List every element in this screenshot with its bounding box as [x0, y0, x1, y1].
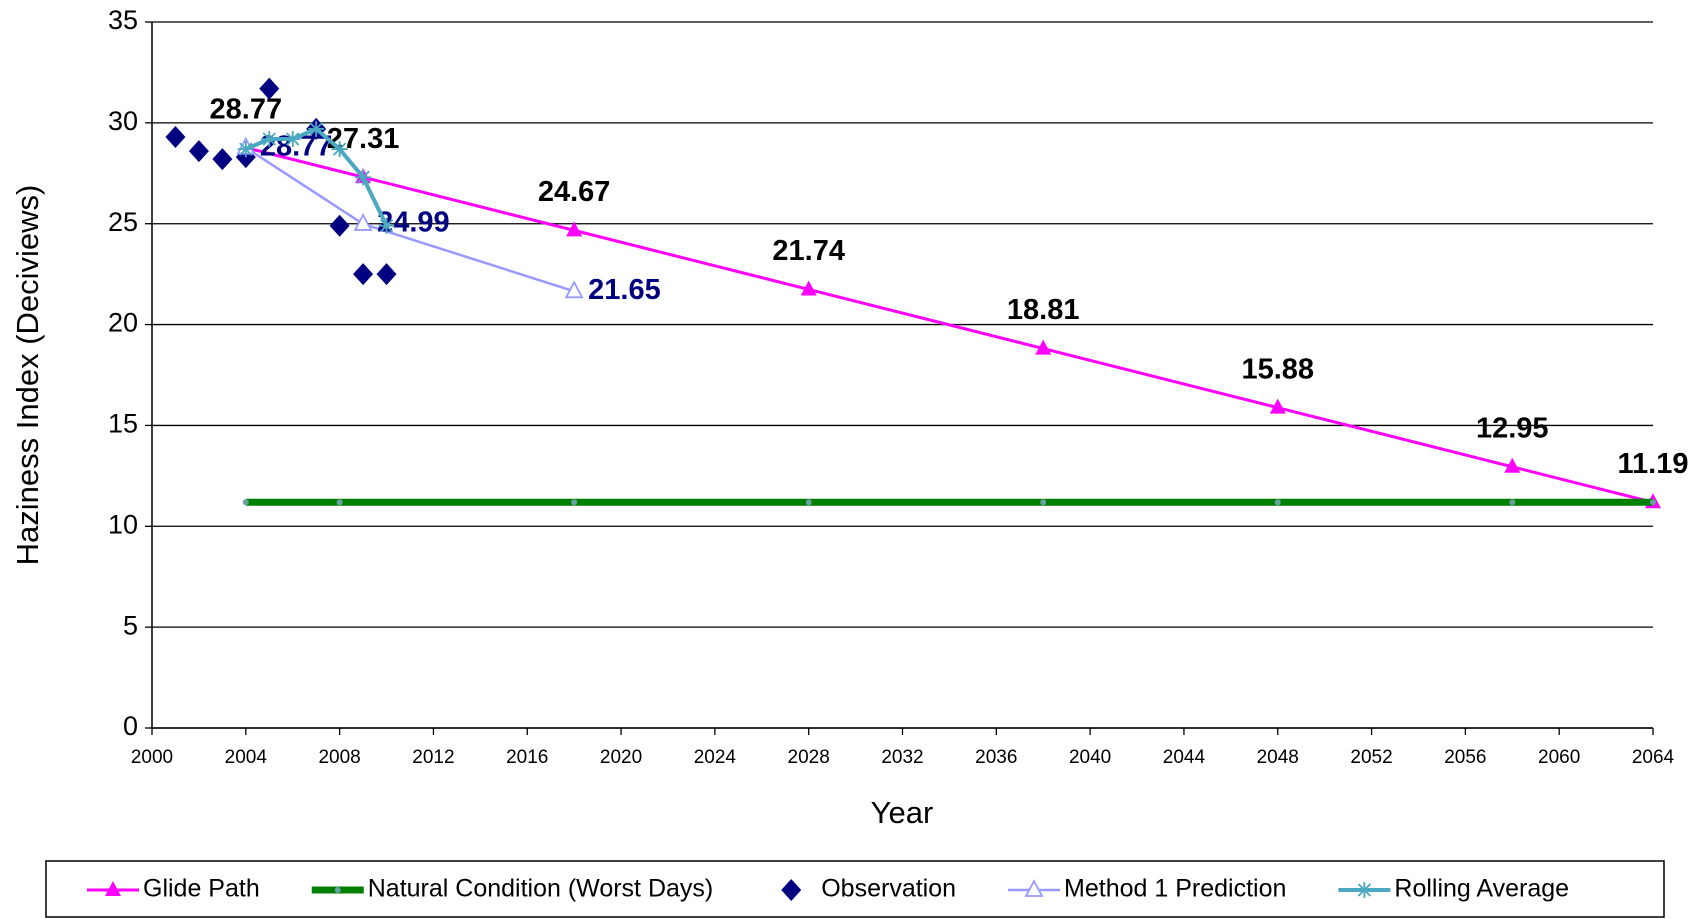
x-tick-label: 2060: [1538, 747, 1580, 768]
series-line: [245, 146, 1654, 504]
marker: [336, 499, 343, 506]
legend-text: Observation: [821, 875, 956, 903]
marker: [805, 499, 812, 506]
marker: [1509, 499, 1516, 506]
marker: [1356, 882, 1373, 898]
x-tick-label: 2044: [1163, 747, 1206, 768]
data-label: 24.99: [377, 207, 450, 239]
data-label: 28.77: [210, 93, 283, 125]
marker: [353, 263, 374, 286]
data-label: 12.95: [1476, 412, 1549, 444]
marker: [334, 887, 341, 893]
legend-item: Method 1 Prediction: [1008, 875, 1286, 903]
y-tick-label: 5: [123, 610, 138, 640]
x-tick-label: 2040: [1069, 747, 1111, 768]
x-tick-label: 2008: [318, 747, 360, 768]
x-tick-label: 2016: [506, 747, 548, 768]
legend-text: Method 1 Prediction: [1064, 875, 1286, 903]
x-tick-label: 2048: [1257, 747, 1299, 768]
y-tick-label: 30: [108, 106, 138, 136]
x-tick-label: 2020: [600, 747, 642, 768]
legend-text: Rolling Average: [1394, 875, 1569, 903]
marker: [331, 141, 348, 158]
x-tick-label: 2024: [694, 747, 737, 768]
y-tick-label: 10: [108, 509, 138, 539]
marker: [212, 148, 233, 171]
marker: [237, 141, 254, 158]
marker: [571, 499, 578, 506]
marker: [105, 881, 121, 896]
legend-text: Natural Condition (Worst Days): [368, 875, 713, 903]
x-tick-label: 2004: [225, 747, 268, 768]
data-label: 11.19: [1618, 448, 1689, 480]
marker: [1274, 499, 1281, 506]
y-tick-label: 25: [108, 207, 138, 237]
marker: [308, 120, 325, 137]
x-tick-label: 2032: [881, 747, 923, 768]
x-tick-label: 2036: [975, 747, 1017, 768]
legend-item: Observation: [781, 875, 956, 903]
marker: [566, 221, 583, 237]
marker: [355, 169, 372, 186]
marker: [781, 879, 802, 901]
marker: [353, 213, 373, 231]
data-label: 21.65: [588, 274, 661, 306]
marker: [261, 130, 278, 147]
marker: [1035, 339, 1052, 355]
data-label: 24.67: [538, 176, 611, 208]
y-tick-label: 35: [108, 5, 138, 35]
marker: [165, 125, 186, 148]
x-tick-label: 2064: [1632, 747, 1675, 768]
marker: [259, 77, 280, 100]
y-tick-label: 20: [108, 308, 138, 338]
x-tick-label: 2056: [1444, 747, 1486, 768]
y-tick-label: 15: [108, 409, 138, 439]
legend-item: Natural Condition (Worst Days): [311, 875, 713, 903]
marker: [1504, 457, 1521, 473]
marker: [800, 280, 817, 296]
y-axis-title: Haziness Index (Deciviews): [10, 185, 45, 566]
marker: [378, 217, 395, 234]
marker: [1024, 879, 1044, 897]
x-tick-label: 2012: [412, 747, 454, 768]
legend-item: Glide Path: [87, 875, 260, 903]
marker: [284, 130, 301, 147]
marker: [329, 214, 350, 237]
x-tick-label: 2028: [788, 747, 830, 768]
data-label: 18.81: [1007, 294, 1080, 326]
marker: [1040, 499, 1047, 506]
legend-item: Rolling Average: [1338, 875, 1569, 903]
marker: [564, 280, 584, 299]
data-label: 21.74: [772, 235, 845, 267]
y-tick-label: 0: [123, 711, 138, 741]
x-axis-title: Year: [871, 795, 934, 830]
marker: [242, 499, 249, 506]
marker: [376, 263, 397, 286]
x-tick-label: 2000: [131, 747, 173, 768]
data-label: 15.88: [1241, 353, 1314, 385]
x-tick-label: 2052: [1350, 747, 1392, 768]
marker: [1650, 499, 1656, 506]
marker: [188, 140, 209, 163]
marker: [1269, 398, 1286, 414]
legend-text: Glide Path: [143, 875, 260, 903]
